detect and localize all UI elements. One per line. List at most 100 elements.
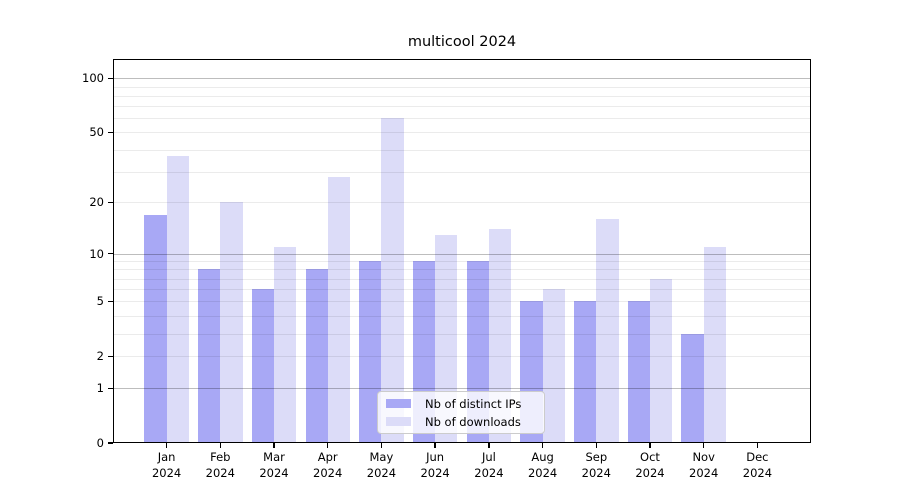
x-tick-month: Apr xyxy=(317,450,338,464)
gridline-minor-7 xyxy=(113,278,811,280)
bar-downloads-apr xyxy=(327,176,350,443)
x-axis-tick-label: Jun 2024 xyxy=(405,450,465,481)
y-tick-mark-100 xyxy=(107,77,113,79)
y-tick-mark-50 xyxy=(107,131,113,133)
x-tick-month: Mar xyxy=(263,450,285,464)
bar-distinct-ips-sep xyxy=(574,301,597,443)
x-tick-year: 2024 xyxy=(689,465,719,480)
y-tick-mark-5 xyxy=(107,300,113,303)
legend-swatch-distinct-ips-icon xyxy=(386,399,411,408)
gridline-minor-50 xyxy=(113,132,811,134)
y-tick-mark-2 xyxy=(107,355,113,357)
x-tick-year: 2024 xyxy=(527,465,558,480)
x-tick-month: Aug xyxy=(531,450,554,464)
bar-downloads-oct xyxy=(650,278,673,443)
gridline-minor-60 xyxy=(113,118,811,120)
y-axis-tick-label: 50 xyxy=(89,125,104,140)
gridline-minor-20 xyxy=(113,202,811,204)
x-tick-mark-jul xyxy=(488,443,490,448)
y-axis-tick-label: 100 xyxy=(82,71,104,86)
bar-distinct-ips-mar xyxy=(251,289,275,443)
x-axis-tick-label: Nov 2024 xyxy=(674,450,734,481)
y-axis-tick-label: 0 xyxy=(96,436,104,450)
gridline-minor-70 xyxy=(113,106,811,108)
x-tick-month: Dec xyxy=(746,450,769,464)
x-tick-month: May xyxy=(369,450,394,464)
x-tick-mark-dec xyxy=(756,443,759,448)
bar-downloads-mar xyxy=(274,246,297,443)
bar-downloads-jun xyxy=(435,234,458,443)
x-tick-year: 2024 xyxy=(420,465,450,480)
y-tick-mark-20 xyxy=(107,201,113,204)
y-axis-tick-label: 10 xyxy=(89,246,104,261)
x-tick-month: Nov xyxy=(692,450,715,464)
y-tick-mark-1 xyxy=(107,387,113,389)
gridline-minor-2 xyxy=(113,356,811,358)
gridline-minor-8 xyxy=(113,269,811,271)
gridline-minor-9 xyxy=(113,261,811,263)
legend-item-distinct-ips: Nb of distinct IPs xyxy=(386,397,544,411)
y-axis-tick-label: 1 xyxy=(96,381,104,396)
legend-swatch-downloads-icon xyxy=(386,417,411,426)
bar-downloads-may xyxy=(381,118,404,443)
x-tick-month: Jul xyxy=(481,450,496,464)
gridline-minor-40 xyxy=(113,149,811,151)
gridline-major-1 xyxy=(113,388,811,390)
x-tick-year: 2024 xyxy=(151,465,182,480)
x-tick-month: Oct xyxy=(640,450,660,464)
y-axis-tick-label: 2 xyxy=(96,349,104,364)
bar-downloads-nov xyxy=(703,246,726,443)
x-tick-mark-jan xyxy=(165,443,168,448)
bar-distinct-ips-may xyxy=(359,261,382,443)
legend: Nb of distinct IPs Nb of downloads xyxy=(377,391,545,434)
gridline-minor-90 xyxy=(113,86,811,88)
y-axis-tick-label: 5 xyxy=(96,294,104,309)
gridline-minor-5 xyxy=(113,301,811,303)
x-axis-tick-label: Sep 2024 xyxy=(566,450,626,481)
gridline-minor-4 xyxy=(113,315,811,317)
chart-title: multicool 2024 xyxy=(407,34,517,50)
gridline-major-10 xyxy=(113,253,811,255)
bar-downloads-aug xyxy=(542,289,565,443)
x-axis-tick-label: Oct 2024 xyxy=(620,450,680,481)
x-tick-mark-nov xyxy=(703,443,705,448)
bar-distinct-ips-nov xyxy=(681,333,704,443)
x-tick-year: 2024 xyxy=(313,465,343,480)
x-tick-mark-may xyxy=(380,443,383,448)
x-tick-year: 2024 xyxy=(205,465,235,480)
y-tick-mark-0 xyxy=(107,442,113,444)
x-axis-tick-label: Aug 2024 xyxy=(513,450,573,481)
bar-distinct-ips-apr xyxy=(305,269,328,443)
bar-distinct-ips-oct xyxy=(627,301,650,443)
bar-distinct-ips-feb xyxy=(198,269,221,443)
x-tick-mark-jun xyxy=(434,443,436,448)
x-tick-mark-feb xyxy=(219,443,221,448)
gridline-minor-6 xyxy=(113,289,811,291)
y-axis-tick-label: 20 xyxy=(89,195,104,210)
gridline-minor-30 xyxy=(113,171,811,173)
x-tick-year: 2024 xyxy=(259,465,289,480)
x-axis-tick-label: Dec 2024 xyxy=(727,450,787,481)
plot-area: Nb of distinct IPs Nb of downloads xyxy=(113,59,811,443)
x-tick-mark-mar xyxy=(273,443,275,448)
x-tick-mark-oct xyxy=(649,443,651,448)
bar-downloads-jul xyxy=(488,229,512,443)
gridline-minor-80 xyxy=(113,95,811,97)
x-tick-year: 2024 xyxy=(366,465,397,480)
legend-label-distinct-ips: Nb of distinct IPs xyxy=(425,396,522,411)
x-axis-tick-label: Feb 2024 xyxy=(190,450,250,481)
x-tick-year: 2024 xyxy=(474,465,504,480)
x-tick-month: Jun xyxy=(426,450,445,464)
x-tick-year: 2024 xyxy=(581,465,611,480)
x-tick-mark-apr xyxy=(327,443,329,448)
x-axis-tick-label: Jul 2024 xyxy=(459,450,519,481)
legend-label-downloads: Nb of downloads xyxy=(425,414,521,429)
x-tick-mark-sep xyxy=(595,443,597,448)
x-tick-month: Sep xyxy=(585,450,608,464)
y-tick-mark-10 xyxy=(107,252,113,255)
x-axis-tick-label: Mar 2024 xyxy=(244,450,304,481)
x-axis-tick-label: May 2024 xyxy=(351,450,411,481)
legend-item-downloads: Nb of downloads xyxy=(386,415,544,429)
bar-distinct-ips-jan xyxy=(144,214,167,443)
